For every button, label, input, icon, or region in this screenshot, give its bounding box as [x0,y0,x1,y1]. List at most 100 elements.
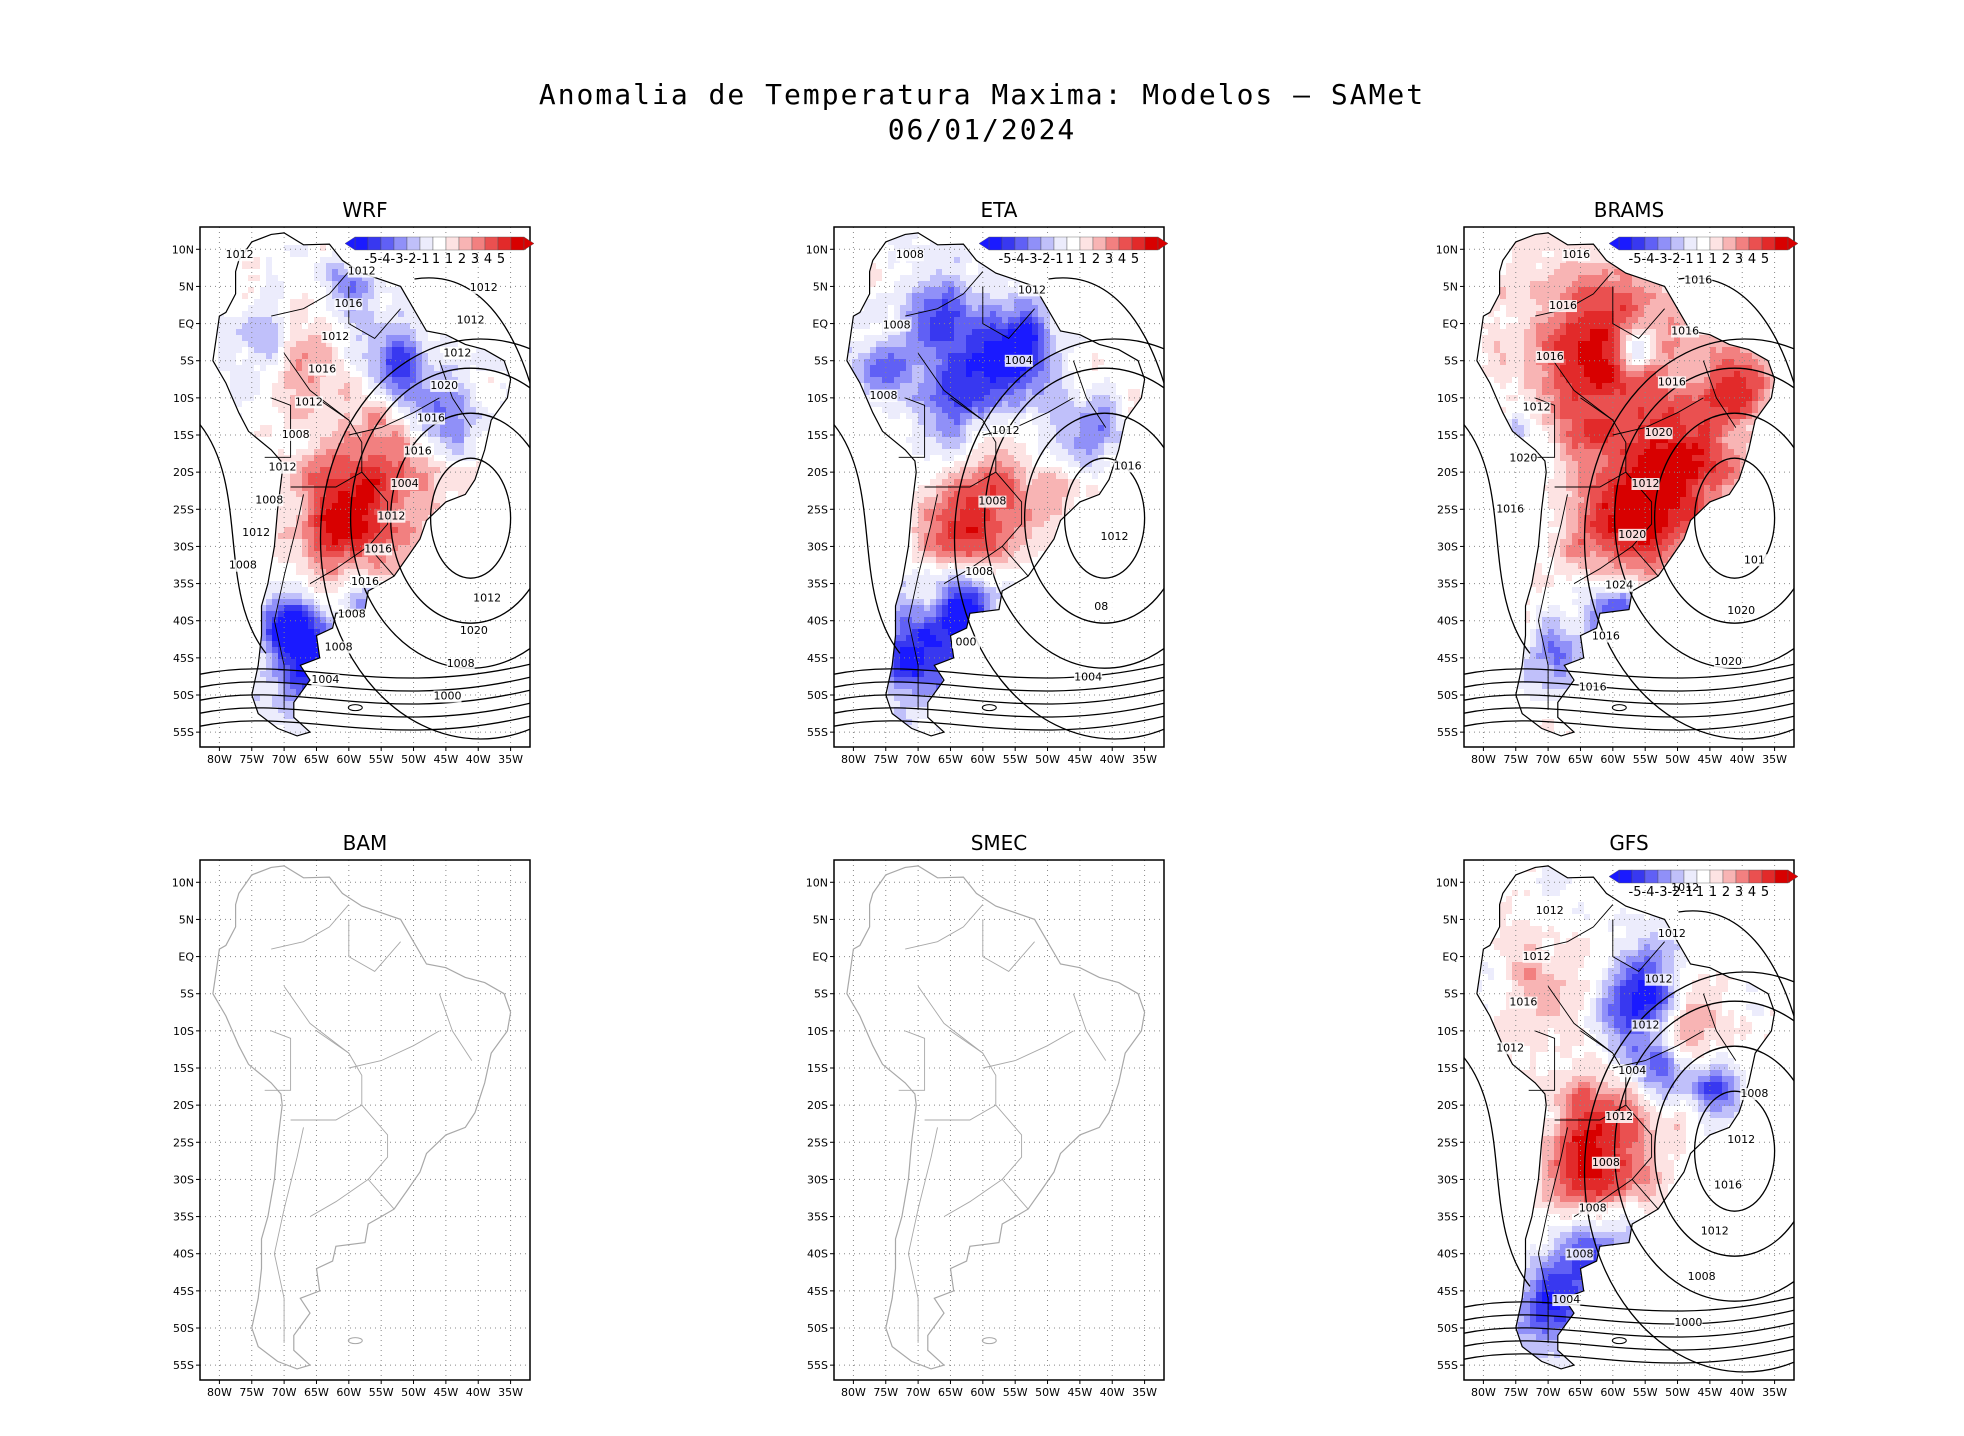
colorbar-label: -3 [1655,252,1668,267]
lat-tick-label: 10S [1437,392,1458,405]
lat-tick-label: 55S [807,726,828,739]
lon-tick-label: 70W [906,1386,931,1399]
isobar-label: 1016 [1536,350,1564,363]
lat-tick-label: 40S [1437,1248,1458,1261]
colorbar-label: -3 [1655,885,1668,900]
country-borders [1528,271,1737,710]
colorbar-brams: -5 -4 -3 -2 -1 1 1 2 3 4 5 [1608,236,1799,267]
isobar-label: 1012 [269,461,297,474]
isobar-label: 1012 [992,424,1020,437]
lat-tick-label: 15S [173,1062,194,1075]
colorbar-swatch [1774,869,1789,884]
panel-title-bam: BAM [343,831,388,855]
lat-tick-label: 20S [807,466,828,479]
colorbar-label: -1 [1681,252,1694,267]
panels-container: WRF10N5NEQ5S10S15S20S25S30S35S40S45S50S5… [172,198,1799,1399]
isobar-labels: 1012 1012 1012 1016 1012 1012 1012 1016 1020 1012… [225,248,501,703]
isobar-label: 1016 [364,542,392,555]
lat-tick-label: 15S [173,429,194,442]
isobar-label: 1008 [978,495,1006,508]
colorbar-label: 5 [1761,885,1769,900]
colorbar-swatch [988,236,1003,251]
lon-tick-label: 70W [906,753,931,766]
colorbar-swatch [497,236,512,251]
isobar-label: 1020 [1727,604,1755,617]
isobar-label: 1016 [1496,502,1524,515]
colorbar-swatch [1657,869,1672,884]
isobar-label: 1012 [443,346,471,359]
coastline-gfs [1476,865,1776,1370]
lon-tick-label: 75W [239,753,264,766]
isobar-label: 1008 [255,493,283,506]
isobar-label: 1000 [1674,1316,1702,1329]
lat-tick-label: 20S [807,1099,828,1112]
colorbar-swatch [354,236,369,251]
lat-tick-label: 20S [1437,466,1458,479]
grid-lines [200,227,530,747]
colorbar-swatch [406,236,421,251]
colorbar-swatch [1027,236,1042,251]
colorbar-swatch [484,236,499,251]
isobar-label: 1012 [1671,881,1699,894]
lon-tick-label: 55W [1633,1386,1658,1399]
lat-tick-label: 55S [173,1359,194,1372]
lat-tick-label: 10N [172,876,194,889]
colorbar-label: -3 [1025,252,1038,267]
isobar-label: 1020 [1509,452,1537,465]
isobar-label: 1012 [1632,1018,1660,1031]
lat-tick-label: 10N [806,876,828,889]
lat-tick-label: 35S [173,1211,194,1224]
isobar-label: 1020 [430,379,458,392]
lat-tick-label: EQ [1442,951,1458,964]
lat-tick-label: 25S [807,503,828,516]
lat-tick-label: 40S [1437,615,1458,628]
colorbar-label: 1 [1709,885,1717,900]
colorbar-swatch [1683,236,1698,251]
lon-tick-label: 60W [1600,1386,1625,1399]
lat-tick-label: 10N [1436,876,1458,889]
colorbar-swatch [1644,236,1659,251]
colorbar-label: -2 [1038,252,1051,267]
colorbar-label: 1 [445,252,453,267]
lat-tick-label: 30S [173,1173,194,1186]
lon-tick-label: 80W [841,753,866,766]
lat-tick-label: EQ [178,951,194,964]
lon-tick-label: 65W [1568,1386,1593,1399]
isobar-label: 1004 [391,477,419,490]
panel-eta: ETA 10N 5N EQ 5S 10S 15S 20S 25S 30S 35S 40S 45S 50S 5… [806,198,1169,766]
lon-tick-label: 50W [1035,753,1060,766]
map-background [834,860,1164,1380]
isobar-label: 1004 [1552,1293,1580,1306]
colorbar-max-arrow [1787,869,1799,884]
colorbar-label: 3 [1735,252,1743,267]
colorbar-label: -2 [1668,885,1681,900]
lon-tick-label: 65W [938,1386,963,1399]
isobar-label: 1012 [1645,973,1673,986]
lat-tick-label: 50S [173,1322,194,1335]
isobar-label: 1012 [473,591,501,604]
colorbar-min-arrow [1608,236,1620,251]
colorbar-swatch [380,236,395,251]
colorbar-label: -5 [365,252,378,267]
lon-tick-label: 65W [1568,753,1593,766]
isobar-labels: 1008 1012 1008 1004 1008 1012 1016 1008 1012 1008… [869,248,1142,684]
colorbar-label: 4 [1748,252,1756,267]
falkland-islands [347,1337,363,1345]
isobar-label: 1012 [1727,1133,1755,1146]
isobar-label: 1016 [1509,996,1537,1009]
isobar-label: 1024 [1605,579,1633,592]
colorbar-min-arrow [978,236,990,251]
isobar-label: 1008 [1579,1202,1607,1215]
panel-wrf: WRF 10N 5N EQ 5S 10S 15S 20S 25S 30S 35S 40S 45S 50S 5… [172,198,535,766]
lon-tick-label: 35W [498,753,523,766]
lon-tick-label: 70W [272,1386,297,1399]
lat-tick-label: 35S [1437,1211,1458,1224]
panel-bam: BAM 10N 5N EQ 5S 10S 15S 20S 25S 30S 35S 40S 45S 50S 5… [172,831,531,1399]
lon-tick-label: 65W [304,1386,329,1399]
colorbar-swatch [1657,236,1672,251]
colorbar-wrf: -5 -4 -3 -2 -1 1 1 2 3 4 5 [344,236,535,267]
isobar-label: 1008 [1566,1247,1594,1260]
colorbar-swatch [1722,869,1737,884]
lon-tick-label: 65W [938,753,963,766]
panel-title-brams: BRAMS [1594,198,1664,222]
